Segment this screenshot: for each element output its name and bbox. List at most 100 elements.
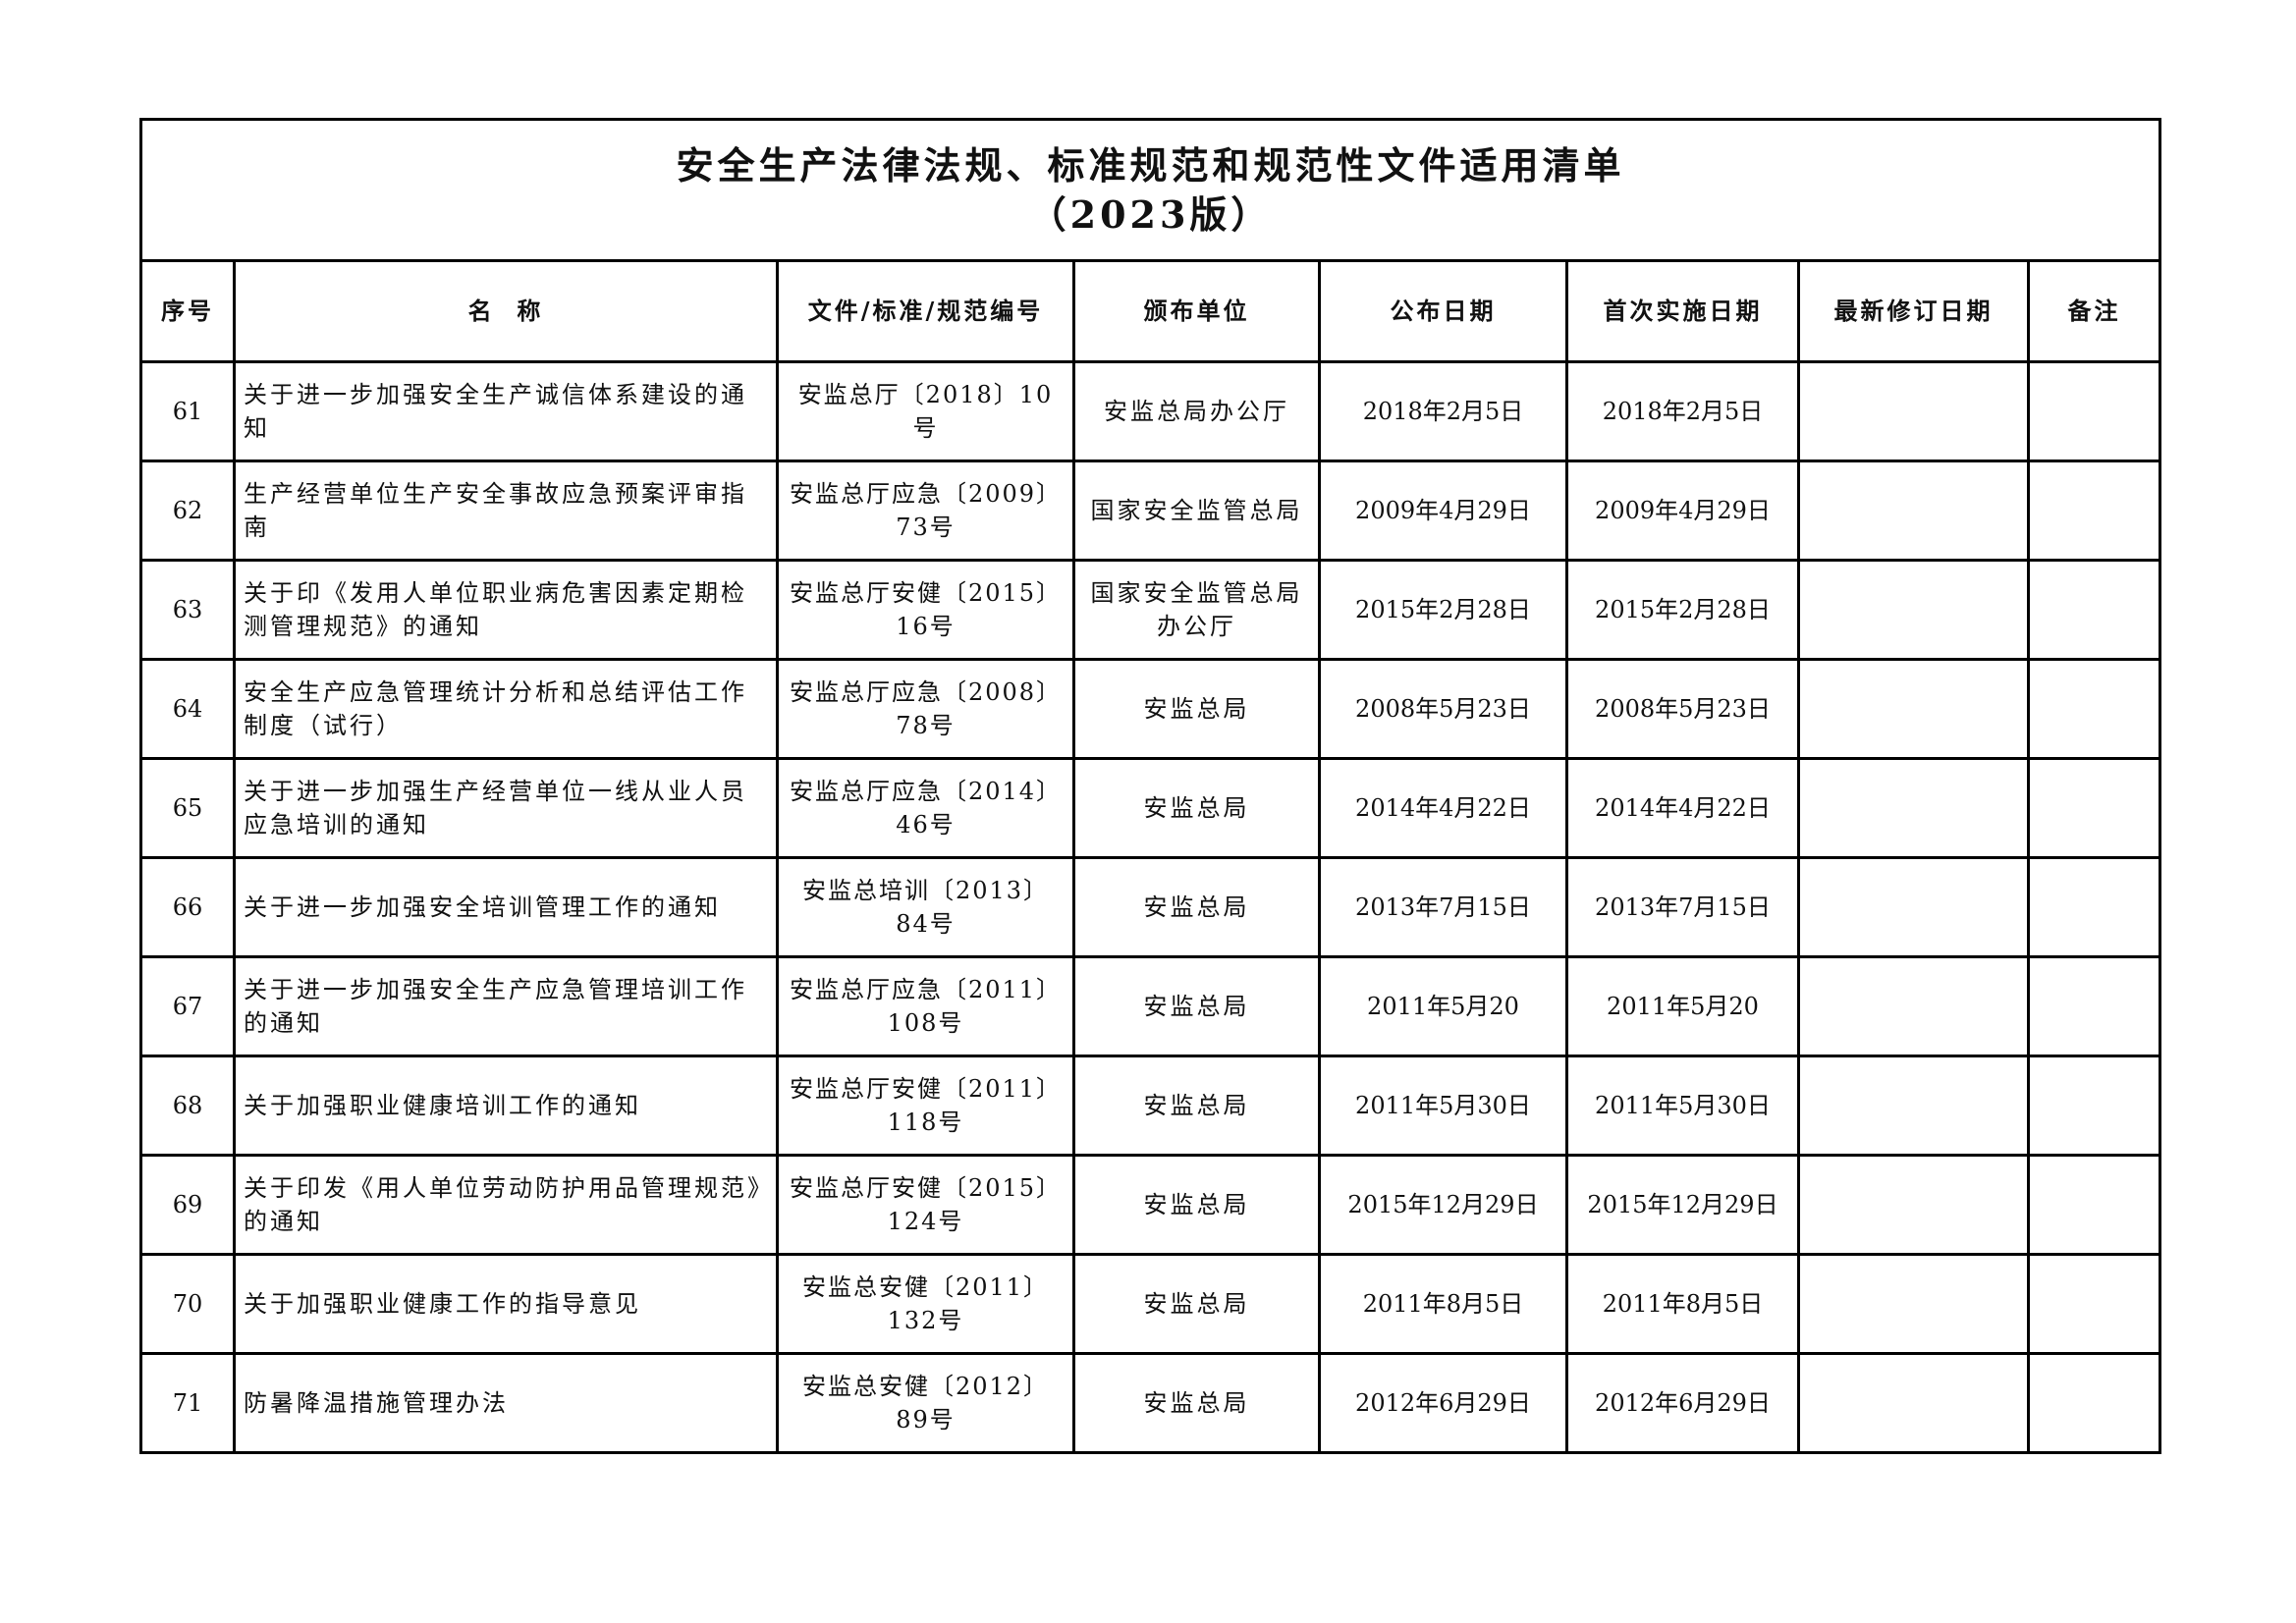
publish-date: 2018年2月5日 (1318, 360, 1568, 462)
remark (2026, 757, 2162, 859)
row-number: 70 (139, 1253, 236, 1355)
revision-date (1797, 460, 2030, 562)
row-number: 71 (139, 1352, 236, 1454)
document-name: 安全生产应急管理统计分析和总结评估工作制度（试行） (233, 658, 779, 760)
document-name: 关于加强职业健康工作的指导意见 (233, 1253, 779, 1355)
regulations-table: 安全生产法律法规、标准规范和规范性文件适用清单 （2023版） 序号 名 称 文… (138, 118, 2162, 1454)
issuing-unit: 安监总局 (1072, 1253, 1321, 1355)
header-row: 序号 名 称 文件/标准/规范编号 颁布单位 公布日期 首次实施日期 最新修订日… (139, 259, 2162, 363)
table-row: 67 关于进一步加强安全生产应急管理培训工作的通知 安监总厅应急〔2011〕108号… (139, 955, 2162, 1057)
publish-date: 2015年12月29日 (1318, 1154, 1568, 1256)
document-code: 安监总培训〔2013〕84号 (776, 856, 1075, 958)
remark (2026, 460, 2162, 562)
effective-date: 2018年2月5日 (1565, 360, 1800, 462)
remark (2026, 658, 2162, 760)
remark (2026, 955, 2162, 1057)
document-code: 安监总厅应急〔2008〕78号 (776, 658, 1075, 760)
issuing-unit: 国家安全监管总局 (1072, 460, 1321, 562)
document-name: 关于进一步加强安全生产应急管理培训工作的通知 (233, 955, 779, 1057)
effective-date: 2014年4月22日 (1565, 757, 1800, 859)
header-no: 序号 (139, 259, 236, 363)
table-row: 63 关于印《发用人单位职业病危害因素定期检测管理规范》的通知 安监总厅安健〔201… (139, 559, 2162, 661)
table-row: 71 防暑降温措施管理办法 安监总安健〔2012〕89号 安监总局 2012年6月29日… (139, 1352, 2162, 1454)
remark (2026, 559, 2162, 661)
header-code: 文件/标准/规范编号 (776, 259, 1075, 363)
publish-date: 2011年8月5日 (1318, 1253, 1568, 1355)
revision-date (1797, 559, 2030, 661)
table-row: 69 关于印发《用人单位劳动防护用品管理规范》的通知 安监总厅安健〔2015〕124… (139, 1154, 2162, 1256)
title-line-1: 安全生产法律法规、标准规范和规范性文件适用清单 (676, 142, 1625, 188)
revision-date (1797, 658, 2030, 760)
header-note: 备注 (2026, 259, 2162, 363)
revision-date (1797, 757, 2030, 859)
effective-date: 2011年5月20 (1565, 955, 1800, 1057)
document-code: 安监总安健〔2012〕89号 (776, 1352, 1075, 1454)
row-number: 62 (139, 460, 236, 562)
remark (2026, 856, 2162, 958)
effective-date: 2013年7月15日 (1565, 856, 1800, 958)
revision-date (1797, 360, 2030, 462)
remark (2026, 1253, 2162, 1355)
remark (2026, 1352, 2162, 1454)
publish-date: 2009年4月29日 (1318, 460, 1568, 562)
effective-date: 2012年6月29日 (1565, 1352, 1800, 1454)
header-name: 名 称 (233, 259, 779, 363)
effective-date: 2011年8月5日 (1565, 1253, 1800, 1355)
document-title: 安全生产法律法规、标准规范和规范性文件适用清单 （2023版） (138, 118, 2162, 262)
issuing-unit: 安监总局 (1072, 1154, 1321, 1256)
issuing-unit: 安监总局 (1072, 856, 1321, 958)
document-code: 安监总厅安健〔2015〕16号 (776, 559, 1075, 661)
table-row: 70 关于加强职业健康工作的指导意见 安监总安健〔2011〕132号 安监总局 2011… (139, 1253, 2162, 1355)
row-number: 66 (139, 856, 236, 958)
effective-date: 2015年12月29日 (1565, 1154, 1800, 1256)
issuing-unit: 安监总局 (1072, 955, 1321, 1057)
effective-date: 2008年5月23日 (1565, 658, 1800, 760)
revision-date (1797, 1055, 2030, 1157)
document-code: 安监总厅安健〔2015〕124号 (776, 1154, 1075, 1256)
revision-date (1797, 1154, 2030, 1256)
document-code: 安监总厅应急〔2009〕73号 (776, 460, 1075, 562)
issuing-unit: 安监总局 (1072, 658, 1321, 760)
document-name: 关于印发《用人单位劳动防护用品管理规范》的通知 (233, 1154, 779, 1256)
remark (2026, 360, 2162, 462)
header-published: 公布日期 (1318, 259, 1568, 363)
document-code: 安监总厅应急〔2014〕46号 (776, 757, 1075, 859)
table-row: 62 生产经营单位生产安全事故应急预案评审指南 安监总厅应急〔2009〕73号 国家安… (139, 460, 2162, 562)
revision-date (1797, 955, 2030, 1057)
remark (2026, 1055, 2162, 1157)
row-number: 67 (139, 955, 236, 1057)
document-name: 关于进一步加强安全培训管理工作的通知 (233, 856, 779, 958)
revision-date (1797, 1253, 2030, 1355)
issuing-unit: 国家安全监管总局办公厅 (1072, 559, 1321, 661)
publish-date: 2015年2月28日 (1318, 559, 1568, 661)
issuing-unit: 安监总局 (1072, 757, 1321, 859)
issuing-unit: 安监总局 (1072, 1055, 1321, 1157)
row-number: 64 (139, 658, 236, 760)
effective-date: 2011年5月30日 (1565, 1055, 1800, 1157)
publish-date: 2013年7月15日 (1318, 856, 1568, 958)
publish-date: 2014年4月22日 (1318, 757, 1568, 859)
issuing-unit: 安监总局办公厅 (1072, 360, 1321, 462)
document-code: 安监总厅应急〔2011〕108号 (776, 955, 1075, 1057)
row-number: 65 (139, 757, 236, 859)
table-row: 65 关于进一步加强生产经营单位一线从业人员应急培训的通知 安监总厅应急〔2014〕… (139, 757, 2162, 859)
header-issuer: 颁布单位 (1072, 259, 1321, 363)
table-row: 68 关于加强职业健康培训工作的通知 安监总厅安健〔2011〕118号 安监总局 201… (139, 1055, 2162, 1157)
document-name: 关于印《发用人单位职业病危害因素定期检测管理规范》的通知 (233, 559, 779, 661)
document-code: 安监总厅安健〔2011〕118号 (776, 1055, 1075, 1157)
title-line-2: （2023版） (1028, 191, 1273, 237)
effective-date: 2015年2月28日 (1565, 559, 1800, 661)
document-name: 关于进一步加强安全生产诚信体系建设的通知 (233, 360, 779, 462)
table-row: 61 关于进一步加强安全生产诚信体系建设的通知 安监总厅〔2018〕10号 安监总局办… (139, 360, 2162, 462)
document-code: 安监总安健〔2011〕132号 (776, 1253, 1075, 1355)
row-number: 63 (139, 559, 236, 661)
header-effective: 首次实施日期 (1565, 259, 1800, 363)
header-revised: 最新修订日期 (1797, 259, 2030, 363)
document-code: 安监总厅〔2018〕10号 (776, 360, 1075, 462)
row-number: 61 (139, 360, 236, 462)
publish-date: 2008年5月23日 (1318, 658, 1568, 760)
document-name: 生产经营单位生产安全事故应急预案评审指南 (233, 460, 779, 562)
table-row: 66 关于进一步加强安全培训管理工作的通知 安监总培训〔2013〕84号 安监总局 20… (139, 856, 2162, 958)
publish-date: 2011年5月20 (1318, 955, 1568, 1057)
document-name: 关于进一步加强生产经营单位一线从业人员应急培训的通知 (233, 757, 779, 859)
